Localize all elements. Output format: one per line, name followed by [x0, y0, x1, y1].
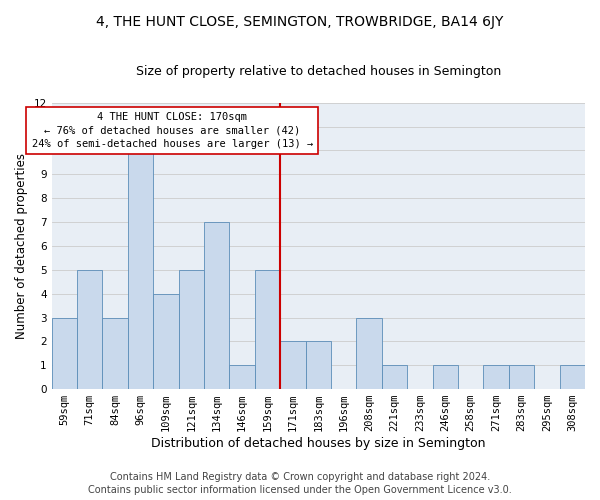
Bar [153, 294, 179, 389]
Bar [560, 365, 585, 389]
Text: 4, THE HUNT CLOSE, SEMINGTON, TROWBRIDGE, BA14 6JY: 4, THE HUNT CLOSE, SEMINGTON, TROWBRIDGE… [97, 15, 503, 29]
Bar [280, 342, 305, 389]
Bar [255, 270, 280, 389]
X-axis label: Distribution of detached houses by size in Semington: Distribution of detached houses by size … [151, 437, 485, 450]
Bar [128, 150, 153, 389]
Bar [433, 365, 458, 389]
Bar [229, 365, 255, 389]
Bar [52, 318, 77, 389]
Bar [382, 365, 407, 389]
Y-axis label: Number of detached properties: Number of detached properties [15, 153, 28, 339]
Bar [356, 318, 382, 389]
Bar [305, 342, 331, 389]
Text: Contains HM Land Registry data © Crown copyright and database right 2024.
Contai: Contains HM Land Registry data © Crown c… [88, 472, 512, 495]
Bar [509, 365, 534, 389]
Bar [484, 365, 509, 389]
Bar [204, 222, 229, 389]
Bar [77, 270, 103, 389]
Bar [103, 318, 128, 389]
Title: Size of property relative to detached houses in Semington: Size of property relative to detached ho… [136, 65, 501, 78]
Bar [179, 270, 204, 389]
Text: 4 THE HUNT CLOSE: 170sqm
← 76% of detached houses are smaller (42)
24% of semi-d: 4 THE HUNT CLOSE: 170sqm ← 76% of detach… [32, 112, 313, 148]
